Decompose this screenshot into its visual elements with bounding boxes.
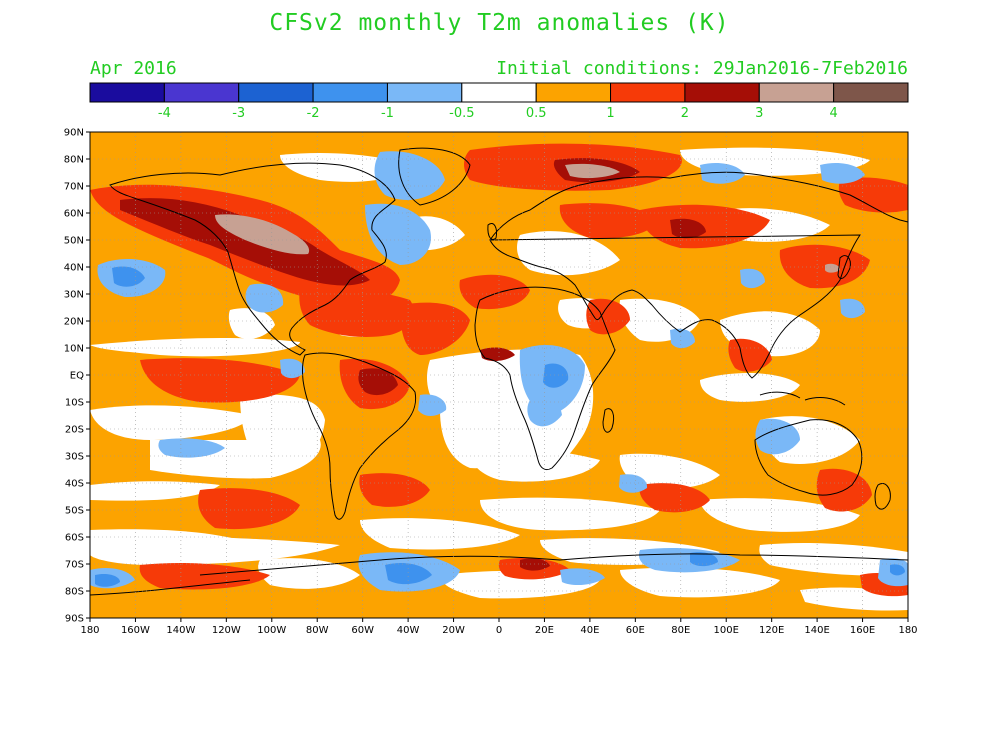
lat-tick-label: 10S xyxy=(65,398,84,409)
chart-title: CFSv2 monthly T2m anomalies (K) xyxy=(269,10,730,36)
colorbar-box xyxy=(312,82,388,103)
lon-tick-label: 80W xyxy=(306,625,329,636)
colorbar-box xyxy=(238,82,314,103)
colorbar-tick-label: 3 xyxy=(755,106,763,121)
axis-ticks xyxy=(86,131,909,622)
colorbar-tick-label: 0.5 xyxy=(526,106,547,121)
grid-lines xyxy=(90,132,908,618)
lat-tick-label: 40S xyxy=(65,479,84,490)
warm-3-4-regions xyxy=(215,163,840,273)
lat-tick-label: 60S xyxy=(65,533,84,544)
colorbar-box xyxy=(833,82,909,103)
lat-tick-label: 50S xyxy=(65,506,84,517)
colorbar-box xyxy=(89,82,165,103)
lat-tick-label: 20S xyxy=(65,425,84,436)
lon-tick-label: 100W xyxy=(257,625,286,636)
cool-1-2-regions xyxy=(95,266,905,587)
colorbar-tick-label: -0.5 xyxy=(449,106,474,121)
lat-tick-label: 70N xyxy=(64,182,84,193)
lon-tick-label: 40W xyxy=(397,625,420,636)
lon-tick-label: 180 xyxy=(898,625,917,636)
lat-tick-label: 20N xyxy=(64,317,84,328)
lon-tick-label: 140W xyxy=(166,625,195,636)
lat-tick-label: 70S xyxy=(65,560,84,571)
lon-tick-label: 120W xyxy=(212,625,241,636)
lat-tick-label: 10N xyxy=(64,344,84,355)
colorbar-tick-label: -1 xyxy=(381,106,394,121)
colorbar-labels: -4 -3 -2 -1 -0.5 0.5 1 2 3 4 xyxy=(158,106,838,121)
colorbar-box xyxy=(758,82,835,103)
lon-tick-label: 0 xyxy=(496,625,502,636)
lat-tick-label: 80N xyxy=(64,155,84,166)
lon-tick-label: 80E xyxy=(671,625,690,636)
anomaly-field xyxy=(90,132,908,618)
lon-tick-label: 160W xyxy=(121,625,150,636)
lat-tick-label: 30S xyxy=(65,452,84,463)
lat-tick-label: EQ xyxy=(70,371,84,382)
lon-tick-label: 20W xyxy=(442,625,465,636)
longitude-labels: 180 160W 140W 120W 100W 80W 60W 40W 20W 0 20E 40E 60… xyxy=(80,625,917,636)
colorbar-tick-label: -2 xyxy=(307,106,320,121)
lat-tick-label: 80S xyxy=(65,587,84,598)
colorbar xyxy=(89,82,909,103)
lat-tick-label: 60N xyxy=(64,209,84,220)
lat-tick-label: 50N xyxy=(64,236,84,247)
colorbar-tick-label: 2 xyxy=(681,106,689,121)
colorbar-box xyxy=(461,82,537,103)
forecast-month: Apr 2016 xyxy=(90,58,177,79)
lon-tick-label: 40E xyxy=(580,625,599,636)
colorbar-box xyxy=(684,82,760,103)
lat-tick-label: 30N xyxy=(64,290,84,301)
lon-tick-label: 120E xyxy=(759,625,784,636)
lon-tick-label: 60W xyxy=(351,625,374,636)
latitude-labels: 90N 80N 70N 60N 50N 40N 30N 20N 10N EQ 10S 20S 30S 40… xyxy=(64,128,84,625)
lat-tick-label: 40N xyxy=(64,263,84,274)
colorbar-box xyxy=(610,82,686,103)
lon-tick-label: 160E xyxy=(850,625,875,636)
coastlines xyxy=(90,147,908,596)
neutral-regions xyxy=(90,147,908,611)
lon-tick-label: 140E xyxy=(804,625,829,636)
colorbar-box xyxy=(535,82,612,103)
lon-tick-label: 100E xyxy=(714,625,739,636)
lon-tick-label: 60E xyxy=(626,625,645,636)
lat-tick-label: 90S xyxy=(65,614,84,625)
colorbar-box xyxy=(386,82,463,103)
colorbar-tick-label: 1 xyxy=(606,106,614,121)
initial-conditions: Initial conditions: 29Jan2016-7Feb2016 xyxy=(496,58,908,79)
lon-tick-label: 180 xyxy=(80,625,99,636)
colorbar-tick-label: 4 xyxy=(829,106,837,121)
colorbar-tick-label: -4 xyxy=(158,106,171,121)
colorbar-box xyxy=(163,82,240,103)
lat-tick-label: 90N xyxy=(64,128,84,139)
colorbar-tick-label: -3 xyxy=(232,106,245,121)
lon-tick-label: 20E xyxy=(535,625,554,636)
